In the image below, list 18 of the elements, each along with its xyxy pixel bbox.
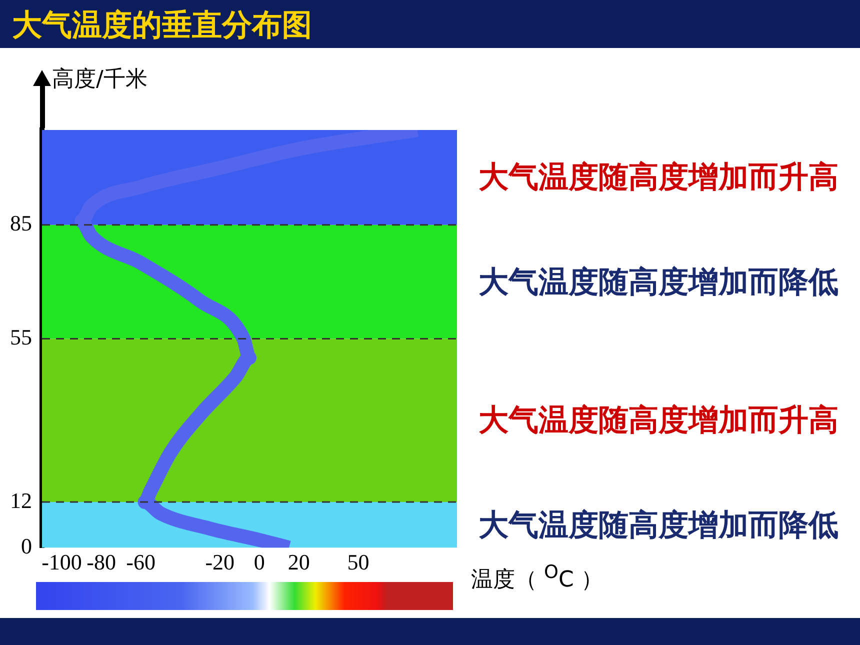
y-axis-title: 高度/千米 [52,66,148,94]
x-tick-label: -60 [126,550,156,575]
y-tick-label: 55 [10,324,32,350]
x-tick-label: 50 [347,550,370,575]
y-tick-label: 85 [10,210,32,236]
chart-title: 大气温度的垂直分布图 [12,7,312,45]
band-label: 大气温度随高度增加而降低 [478,264,840,302]
x-tick-label: 0 [254,550,265,575]
band-label: 大气温度随高度增加而降低 [478,506,840,545]
x-axis-title: 温度（ $^{O}$C ） [471,562,603,594]
x-tick-label: 20 [288,550,310,575]
x-tick-label: -20 [205,550,235,575]
band-label: 大气温度随高度增加而升高 [478,159,840,198]
x-tick-label: -100 [42,550,82,575]
band-label: 大气温度随高度增加而升高 [478,402,840,440]
x-tick-label: -80 [86,550,116,575]
y-tick-label: 0 [21,533,32,558]
y-tick-label: 12 [10,488,32,513]
